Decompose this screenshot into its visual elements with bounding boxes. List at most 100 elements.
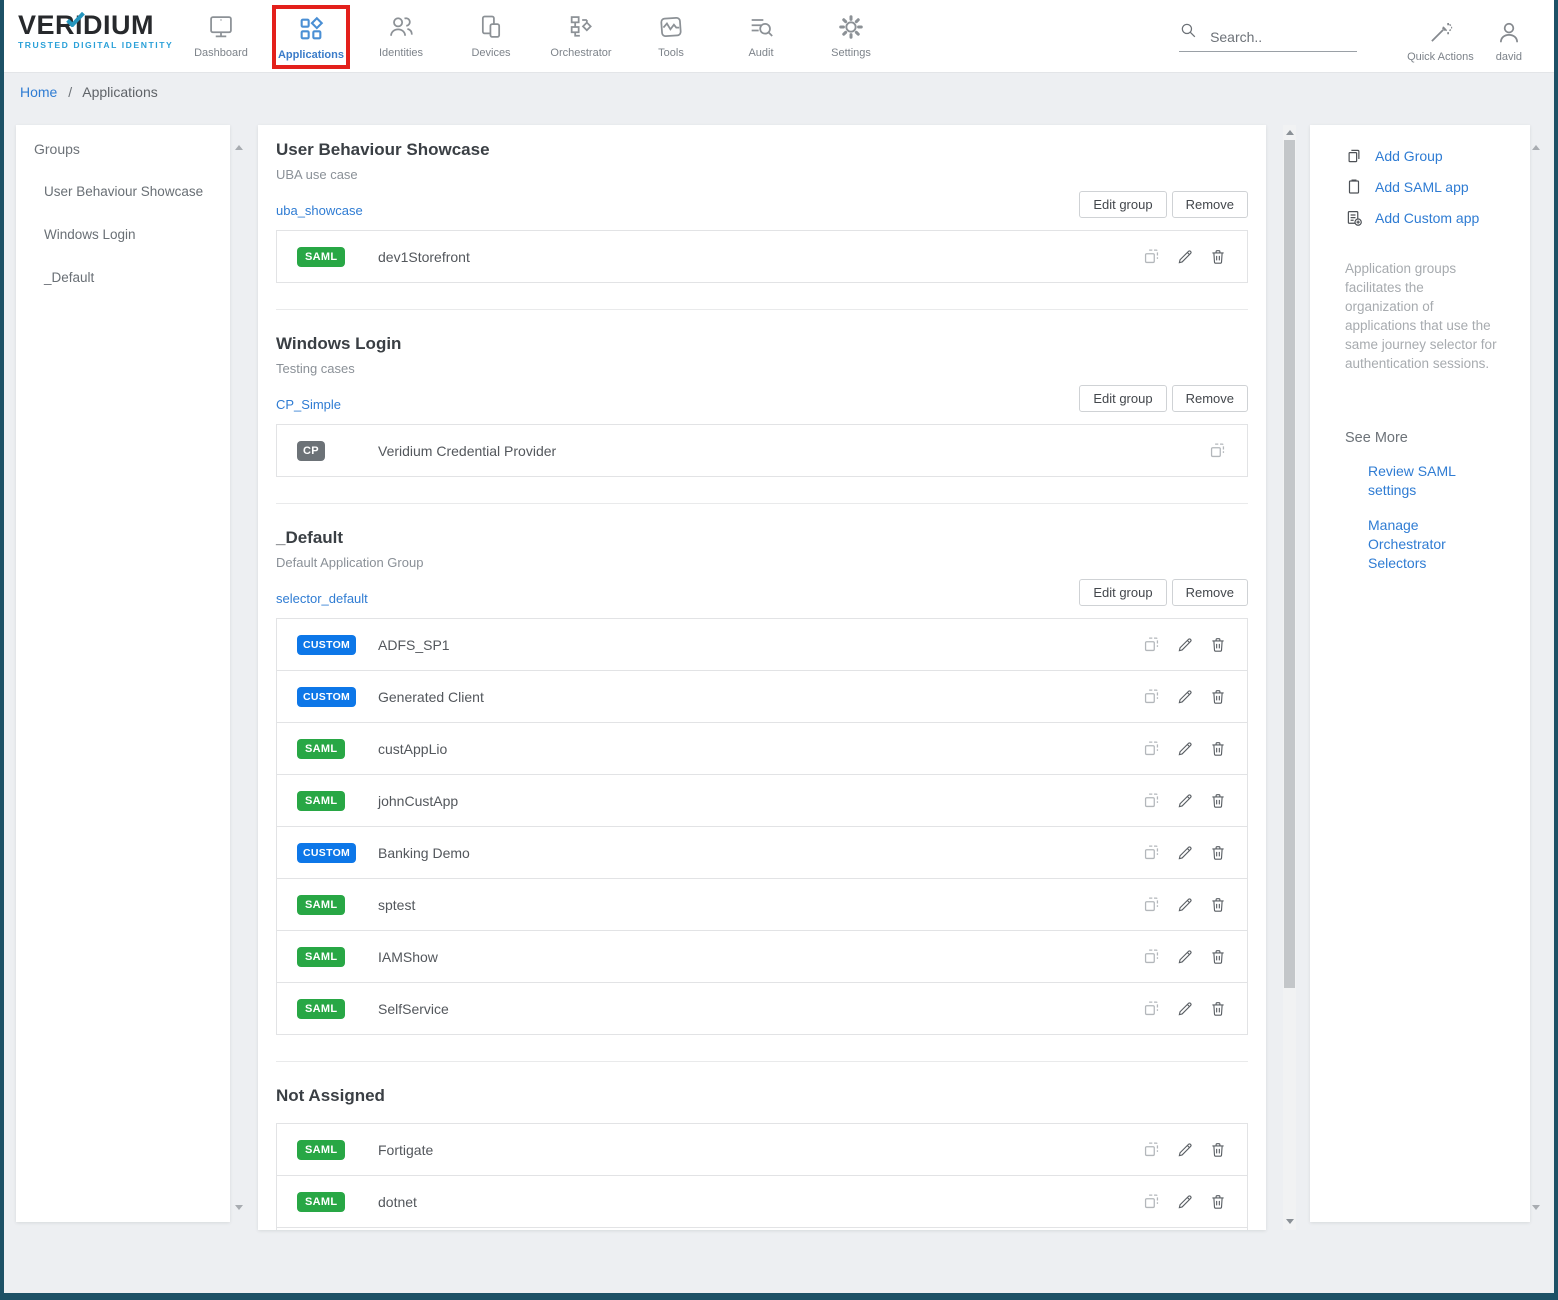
- delete-app-icon[interactable]: [1209, 1141, 1227, 1159]
- group-divider: [276, 503, 1248, 504]
- edit-app-icon[interactable]: [1176, 792, 1194, 810]
- edit-app-icon[interactable]: [1176, 844, 1194, 862]
- app-row: SAML IAMShow: [276, 930, 1248, 983]
- delete-app-icon[interactable]: [1209, 896, 1227, 914]
- nav-item-identities[interactable]: Identities: [356, 5, 446, 67]
- search-input[interactable]: [1210, 29, 1341, 45]
- group-divider: [276, 1061, 1248, 1062]
- delete-app-icon[interactable]: [1209, 636, 1227, 654]
- edit-app-icon[interactable]: [1176, 896, 1194, 914]
- rightbar-scroll-up-arrow[interactable]: [1532, 128, 1540, 150]
- app-type-badge: CP: [297, 440, 325, 461]
- edit-app-icon[interactable]: [1176, 636, 1194, 654]
- duplicate-app-icon[interactable]: [1142, 843, 1161, 862]
- scroll-up-arrow[interactable]: [1283, 125, 1296, 139]
- duplicate-app-icon[interactable]: [1142, 895, 1161, 914]
- duplicate-app-icon[interactable]: [1142, 1140, 1161, 1159]
- edit-app-icon[interactable]: [1176, 1141, 1194, 1159]
- scroll-down-arrow[interactable]: [1283, 1214, 1296, 1228]
- audit-icon: [747, 11, 775, 43]
- add-custom-app-button[interactable]: Add Custom app: [1345, 209, 1514, 227]
- delete-app-icon[interactable]: [1209, 248, 1227, 266]
- duplicate-app-icon[interactable]: [1142, 1192, 1161, 1211]
- edit-group-button[interactable]: Edit group: [1079, 579, 1167, 606]
- app-type-badge: SAML: [297, 1191, 346, 1212]
- group-default: _Default Default Application Group selec…: [276, 528, 1248, 1035]
- search-icon: [1179, 21, 1198, 45]
- group-description: Testing cases: [276, 361, 355, 376]
- quick-actions-button[interactable]: Quick Actions: [1407, 10, 1474, 63]
- delete-app-icon[interactable]: [1209, 844, 1227, 862]
- delete-app-icon[interactable]: [1209, 688, 1227, 706]
- actions-sidebar: Add Group Add SAML app Add Custom app Ap…: [1310, 125, 1530, 1222]
- app-row: CUSTOM ADFS_SP1: [276, 618, 1248, 671]
- group-selector-link[interactable]: uba_showcase: [276, 203, 363, 218]
- nav-item-applications[interactable]: Applications: [272, 5, 350, 69]
- duplicate-app-icon[interactable]: [1142, 687, 1161, 706]
- see-more-title: See More: [1345, 430, 1408, 446]
- duplicate-app-icon[interactable]: [1142, 999, 1161, 1018]
- application-groups-info: Application groups facilitates the organ…: [1345, 261, 1497, 371]
- nav-item-audit[interactable]: Audit: [716, 5, 806, 67]
- app-row: SAML Milos-DotNetSample: [276, 1227, 1248, 1230]
- edit-app-icon[interactable]: [1176, 1000, 1194, 1018]
- dashboard-icon: [207, 11, 235, 43]
- app-row: SAML SelfService: [276, 982, 1248, 1035]
- app-type-badge: SAML: [297, 894, 346, 915]
- nav-item-orchestrator[interactable]: Orchestrator: [536, 5, 626, 67]
- delete-app-icon[interactable]: [1209, 1193, 1227, 1211]
- sidebar-item-windows-login[interactable]: Windows Login: [44, 227, 136, 242]
- duplicate-app-icon[interactable]: [1142, 947, 1161, 966]
- remove-group-button[interactable]: Remove: [1171, 385, 1248, 412]
- delete-app-icon[interactable]: [1209, 740, 1227, 758]
- duplicate-app-icon[interactable]: [1142, 791, 1161, 810]
- edit-app-icon[interactable]: [1176, 948, 1194, 966]
- edit-group-button[interactable]: Edit group: [1079, 191, 1167, 218]
- review-saml-settings-link[interactable]: Review SAML settings: [1368, 463, 1456, 498]
- remove-group-button[interactable]: Remove: [1171, 191, 1248, 218]
- add-group-button[interactable]: Add Group: [1345, 147, 1514, 165]
- app-name: Fortigate: [378, 1141, 434, 1158]
- edit-group-button[interactable]: Edit group: [1079, 385, 1167, 412]
- sidebar-item-user-behaviour-showcase[interactable]: User Behaviour Showcase: [44, 184, 204, 199]
- search-box: [1179, 21, 1358, 52]
- add-saml-app-button[interactable]: Add SAML app: [1345, 178, 1514, 196]
- edit-app-icon[interactable]: [1176, 688, 1194, 706]
- window-frame-left: [0, 0, 4, 1300]
- user-menu[interactable]: david: [1496, 10, 1522, 63]
- edit-app-icon[interactable]: [1176, 248, 1194, 266]
- app-name: Generated Client: [378, 688, 484, 705]
- add-group-icon: [1345, 147, 1363, 165]
- delete-app-icon[interactable]: [1209, 948, 1227, 966]
- nav-item-settings[interactable]: Settings: [806, 5, 896, 67]
- edit-app-icon[interactable]: [1176, 740, 1194, 758]
- duplicate-app-icon[interactable]: [1142, 247, 1161, 266]
- sidebar-item-default[interactable]: _Default: [44, 270, 95, 285]
- duplicate-app-icon[interactable]: [1142, 635, 1161, 654]
- delete-app-icon[interactable]: [1209, 1000, 1227, 1018]
- app-type-badge: SAML: [297, 738, 346, 759]
- devices-icon: [477, 11, 505, 43]
- rightbar-scroll-down-arrow[interactable]: [1532, 1205, 1540, 1228]
- app-type-badge: SAML: [297, 790, 346, 811]
- breadcrumb-home-link[interactable]: Home: [20, 84, 58, 100]
- sidebar-scroll-down-arrow[interactable]: [235, 1205, 243, 1228]
- duplicate-app-icon[interactable]: [1142, 739, 1161, 758]
- edit-app-icon[interactable]: [1176, 1193, 1194, 1211]
- group-selector-link[interactable]: selector_default: [276, 591, 368, 606]
- app-type-badge: CUSTOM: [297, 842, 357, 863]
- app-type-badge: SAML: [297, 246, 346, 267]
- scrollbar-thumb[interactable]: [1284, 140, 1295, 988]
- tools-icon: [657, 11, 685, 43]
- nav-item-tools[interactable]: Tools: [626, 5, 716, 67]
- delete-app-icon[interactable]: [1209, 792, 1227, 810]
- manage-orchestrator-selectors-link[interactable]: Manage Orchestrator Selectors: [1368, 517, 1446, 571]
- nav-item-dashboard[interactable]: Dashboard: [176, 5, 266, 67]
- nav-item-devices[interactable]: Devices: [446, 5, 536, 67]
- header-right: Quick Actions david: [1179, 0, 1536, 73]
- main-scrollbar[interactable]: [1283, 125, 1296, 1230]
- sidebar-scroll-up-arrow[interactable]: [235, 128, 243, 150]
- group-selector-link[interactable]: CP_Simple: [276, 397, 342, 412]
- duplicate-app-icon[interactable]: [1208, 441, 1227, 460]
- remove-group-button[interactable]: Remove: [1171, 579, 1248, 606]
